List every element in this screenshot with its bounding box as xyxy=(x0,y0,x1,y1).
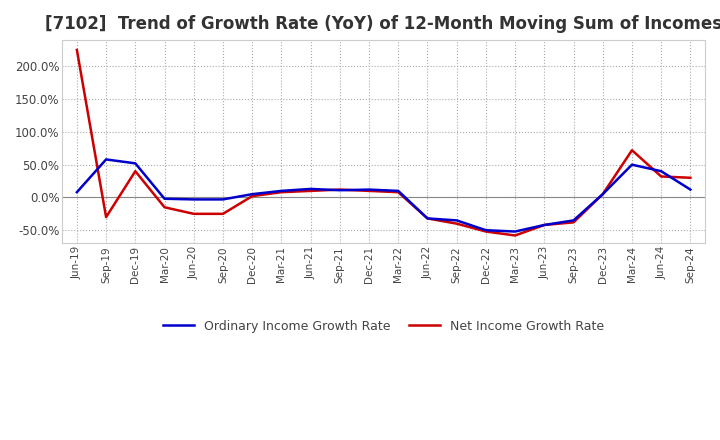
Net Income Growth Rate xyxy=(277,190,286,195)
Line: Ordinary Income Growth Rate: Ordinary Income Growth Rate xyxy=(77,159,690,231)
Legend: Ordinary Income Growth Rate, Net Income Growth Rate: Ordinary Income Growth Rate, Net Income … xyxy=(158,315,610,337)
Line: Net Income Growth Rate: Net Income Growth Rate xyxy=(77,50,690,235)
Net Income Growth Rate xyxy=(102,214,110,220)
Net Income Growth Rate xyxy=(189,211,198,216)
Ordinary Income Growth Rate xyxy=(423,216,432,221)
Ordinary Income Growth Rate xyxy=(219,197,228,202)
Net Income Growth Rate xyxy=(598,191,607,197)
Net Income Growth Rate xyxy=(482,229,490,234)
Ordinary Income Growth Rate xyxy=(598,191,607,197)
Ordinary Income Growth Rate xyxy=(540,222,549,227)
Title: [7102]  Trend of Growth Rate (YoY) of 12-Month Moving Sum of Incomes: [7102] Trend of Growth Rate (YoY) of 12-… xyxy=(45,15,720,33)
Net Income Growth Rate xyxy=(306,188,315,194)
Net Income Growth Rate xyxy=(540,222,549,227)
Ordinary Income Growth Rate xyxy=(657,169,665,174)
Ordinary Income Growth Rate xyxy=(510,229,519,234)
Ordinary Income Growth Rate xyxy=(306,186,315,191)
Ordinary Income Growth Rate xyxy=(161,196,169,202)
Ordinary Income Growth Rate xyxy=(248,191,256,197)
Net Income Growth Rate xyxy=(131,169,140,174)
Ordinary Income Growth Rate xyxy=(570,218,578,223)
Net Income Growth Rate xyxy=(628,147,636,153)
Net Income Growth Rate xyxy=(219,211,228,216)
Ordinary Income Growth Rate xyxy=(628,162,636,167)
Ordinary Income Growth Rate xyxy=(394,188,402,194)
Net Income Growth Rate xyxy=(365,188,374,194)
Ordinary Income Growth Rate xyxy=(452,218,461,223)
Ordinary Income Growth Rate xyxy=(73,190,81,195)
Ordinary Income Growth Rate xyxy=(686,187,695,192)
Ordinary Income Growth Rate xyxy=(482,227,490,233)
Net Income Growth Rate xyxy=(570,220,578,225)
Net Income Growth Rate xyxy=(686,175,695,180)
Net Income Growth Rate xyxy=(248,194,256,199)
Net Income Growth Rate xyxy=(657,174,665,179)
Net Income Growth Rate xyxy=(510,233,519,238)
Ordinary Income Growth Rate xyxy=(189,197,198,202)
Net Income Growth Rate xyxy=(73,48,81,53)
Net Income Growth Rate xyxy=(452,221,461,226)
Ordinary Income Growth Rate xyxy=(336,187,344,193)
Ordinary Income Growth Rate xyxy=(365,187,374,192)
Ordinary Income Growth Rate xyxy=(102,157,110,162)
Ordinary Income Growth Rate xyxy=(131,161,140,166)
Net Income Growth Rate xyxy=(161,205,169,210)
Net Income Growth Rate xyxy=(336,187,344,192)
Ordinary Income Growth Rate xyxy=(277,188,286,194)
Net Income Growth Rate xyxy=(394,190,402,195)
Net Income Growth Rate xyxy=(423,216,432,221)
